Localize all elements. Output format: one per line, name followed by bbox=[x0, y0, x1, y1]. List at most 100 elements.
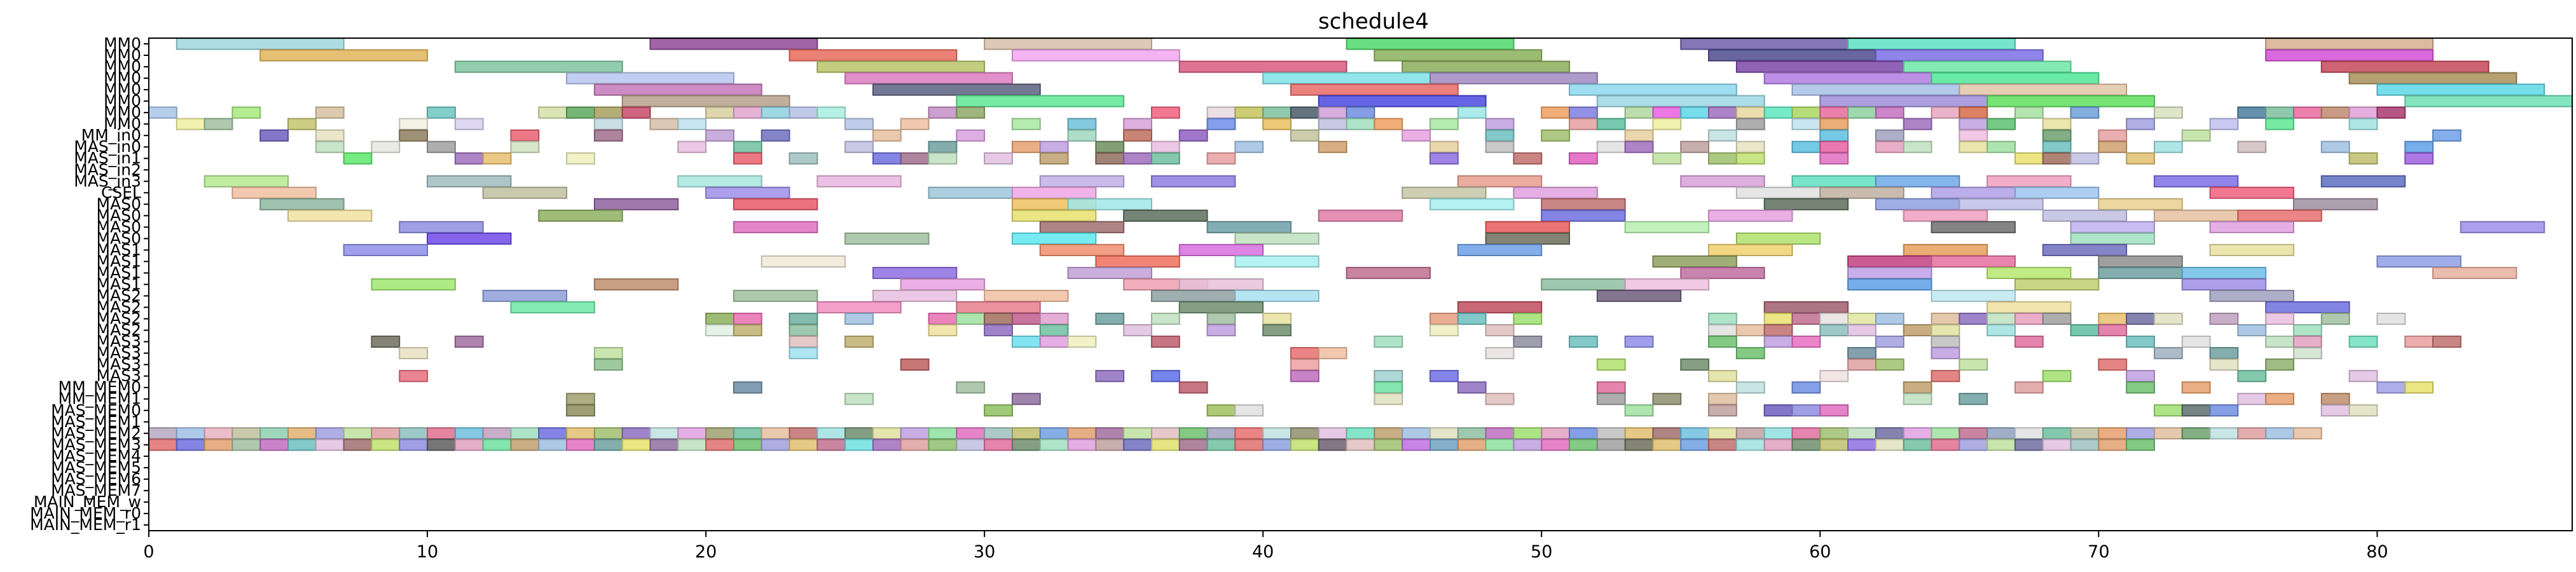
task-bar bbox=[482, 439, 512, 451]
task-bar bbox=[789, 49, 958, 62]
task-bar bbox=[1123, 152, 1152, 165]
task-bar bbox=[733, 198, 818, 210]
task-bar bbox=[287, 427, 317, 440]
task-bar bbox=[1290, 347, 1319, 360]
task-bar bbox=[1457, 313, 1487, 325]
task-bar bbox=[593, 83, 762, 96]
task-bar bbox=[1206, 152, 1236, 165]
task-bar bbox=[1735, 140, 1765, 153]
task-bar bbox=[1847, 37, 2016, 50]
task-bar bbox=[1624, 140, 1654, 153]
task-bar bbox=[2265, 427, 2294, 440]
task-bar bbox=[956, 106, 986, 119]
task-bar bbox=[649, 427, 679, 440]
task-bar bbox=[2153, 347, 2183, 360]
task-bar bbox=[593, 198, 679, 210]
task-bar bbox=[956, 313, 986, 325]
task-bar bbox=[1206, 118, 1236, 130]
task-bar bbox=[956, 95, 1125, 107]
task-bar bbox=[1819, 118, 1849, 130]
task-bar bbox=[2320, 404, 2350, 417]
task-bar bbox=[1485, 140, 1515, 153]
task-bar bbox=[1402, 60, 1571, 73]
task-bar bbox=[1011, 439, 1041, 451]
task-bar bbox=[1290, 358, 1319, 371]
task-bar bbox=[761, 427, 790, 440]
task-bar bbox=[1875, 140, 1904, 153]
y-tick-label: MAS0 bbox=[97, 229, 141, 247]
task-bar bbox=[649, 439, 679, 451]
task-bar bbox=[1791, 336, 1821, 348]
task-bar bbox=[2126, 336, 2155, 348]
task-bar bbox=[1150, 313, 1180, 325]
task-bar bbox=[1735, 152, 1765, 165]
task-bar bbox=[1178, 278, 1264, 291]
task-bar bbox=[677, 118, 707, 130]
task-bar bbox=[1791, 118, 1821, 130]
task-bar bbox=[733, 140, 762, 153]
y-tick-label: MM0 bbox=[104, 34, 141, 53]
task-bar bbox=[2404, 95, 2573, 107]
task-bar bbox=[2320, 175, 2406, 187]
y-tick-label: MAS1 bbox=[97, 263, 141, 282]
task-bar bbox=[2126, 427, 2155, 440]
task-bar bbox=[2181, 278, 2267, 291]
task-bar bbox=[1374, 427, 1403, 440]
task-bar bbox=[1819, 140, 1849, 153]
task-bar bbox=[2126, 118, 2155, 130]
task-bar bbox=[510, 301, 595, 314]
task-bar bbox=[1680, 427, 1710, 440]
task-bar bbox=[1959, 83, 2128, 96]
y-tick-label: MM0 bbox=[104, 103, 141, 121]
task-bar bbox=[1569, 427, 1598, 440]
task-bar bbox=[176, 439, 205, 451]
task-bar bbox=[1290, 106, 1319, 119]
task-bar bbox=[928, 439, 958, 451]
y-tick-label: MAS3 bbox=[97, 367, 141, 385]
task-bar bbox=[2292, 336, 2322, 348]
task-bar bbox=[1708, 49, 1877, 62]
task-bar bbox=[2320, 313, 2350, 325]
task-bar bbox=[2265, 49, 2434, 62]
task-bar bbox=[705, 313, 734, 325]
task-bar bbox=[315, 439, 345, 451]
task-bar bbox=[1903, 427, 1932, 440]
task-bar bbox=[1011, 336, 1041, 348]
task-bar bbox=[1708, 324, 1737, 337]
task-bar bbox=[1262, 72, 1431, 85]
task-bar bbox=[1346, 106, 1375, 119]
task-bar bbox=[1680, 266, 1765, 280]
task-bar bbox=[1847, 427, 1877, 440]
task-bar bbox=[1875, 106, 1904, 119]
task-bar bbox=[900, 439, 930, 451]
task-bar bbox=[1206, 106, 1236, 119]
task-bar bbox=[1596, 439, 1626, 451]
task-bar bbox=[1763, 324, 1793, 337]
task-bar bbox=[176, 427, 205, 440]
task-bar bbox=[816, 439, 846, 451]
task-bar bbox=[1374, 393, 1403, 405]
task-bar bbox=[984, 37, 1152, 50]
task-bar bbox=[2098, 439, 2128, 451]
task-bar bbox=[1039, 336, 1069, 348]
y-tick-label: MAS_MEM5 bbox=[51, 458, 141, 477]
task-bar bbox=[1346, 439, 1375, 451]
task-bar bbox=[1011, 49, 1180, 62]
task-bar bbox=[844, 118, 874, 130]
task-bar bbox=[1819, 313, 1849, 325]
task-bar bbox=[315, 106, 345, 119]
task-bar bbox=[1513, 439, 1543, 451]
task-bar bbox=[733, 289, 818, 303]
task-bar bbox=[1652, 152, 1682, 165]
task-bar bbox=[566, 439, 595, 451]
task-bar bbox=[733, 324, 762, 337]
y-tick-label: MAS0 bbox=[97, 194, 141, 213]
task-bar bbox=[482, 152, 512, 165]
task-bar bbox=[538, 106, 568, 119]
task-bar bbox=[2348, 106, 2378, 119]
task-bar bbox=[1485, 129, 1515, 142]
task-bar bbox=[1931, 289, 2016, 303]
task-bar bbox=[1234, 289, 1319, 303]
task-bar bbox=[705, 427, 734, 440]
task-bar bbox=[399, 347, 429, 360]
